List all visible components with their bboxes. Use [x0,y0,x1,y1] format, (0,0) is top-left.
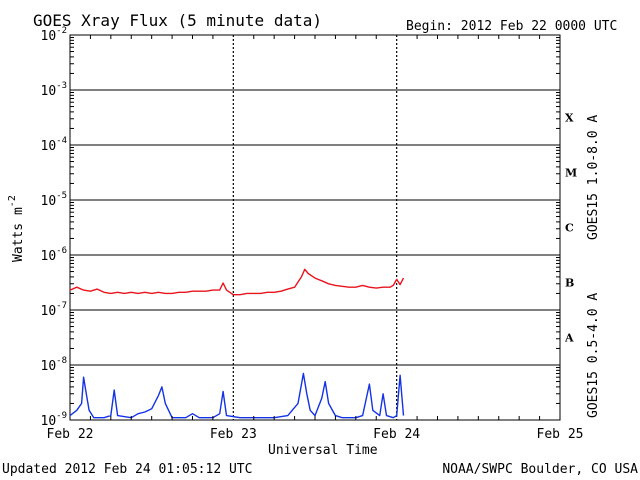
updated-label: Updated 2012 Feb 24 01:05:12 UTC [2,462,252,477]
y-tick-label: 10-3 [41,81,68,99]
series-line-2 [69,372,405,419]
flare-class-m: M [565,167,577,180]
y-tick-label: 10-9 [41,411,68,429]
y-axis-label: Watts m-2 [7,195,26,262]
legend-series-2: GOES15 0.5-4.0 A [586,293,601,418]
x-tick-label: Feb 24 [373,427,420,442]
begin-label: Begin: 2012 Feb 22 0000 UTC [406,19,617,34]
flare-class-x: X [565,112,574,125]
y-tick-label: 10-6 [41,246,68,264]
y-tick-label: 10-7 [41,301,68,319]
y-tick-label: 10-5 [41,191,68,209]
flare-class-b: B [565,277,574,290]
x-axis-label: Universal Time [268,443,378,458]
y-tick-label: 10-2 [41,26,68,44]
y-tick-label: 10-8 [41,356,68,374]
legend-series-1: GOES15 1.0-8.0 A [586,115,601,240]
plot-frame [69,34,561,421]
flare-class-a: A [564,332,574,345]
x-tick-label: Feb 25 [537,427,584,442]
x-tick-label: Feb 22 [47,427,94,442]
chart-title: GOES Xray Flux (5 minute data) [33,11,322,30]
flare-class-c: C [565,222,574,235]
credit-label: NOAA/SWPC Boulder, CO USA [442,462,638,477]
y-tick-label: 10-4 [41,136,68,154]
x-tick-label: Feb 23 [210,427,257,442]
series-line-1 [69,268,405,296]
